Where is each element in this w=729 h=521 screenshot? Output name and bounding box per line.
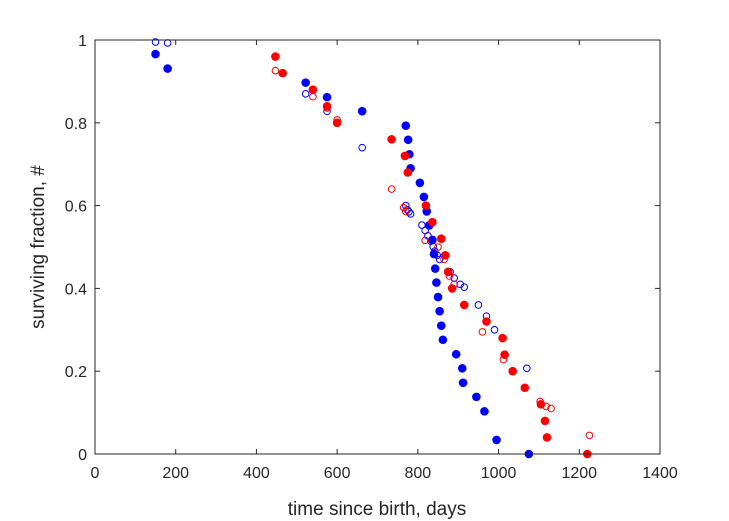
axis-ticks: 0 200 400 600 800 1000 1200 1400 0 0.2 0.4 0.6 0.8 1 — [65, 33, 678, 482]
data-point-s3-15 — [542, 402, 550, 411]
data-point-s0-19 — [436, 321, 446, 330]
data-point-s1-0 — [151, 38, 160, 46]
data-point-s3-5 — [399, 203, 408, 212]
data-point-s1-7 — [405, 208, 413, 216]
data-point-s1-4 — [358, 143, 366, 152]
data-point-s3-9 — [440, 255, 448, 264]
data-point-s1-8 — [406, 210, 415, 218]
data-point-s0-18 — [435, 306, 444, 316]
data-point-s2-17 — [500, 350, 509, 359]
data-point-s0-1 — [163, 64, 172, 73]
data-point-s3-1 — [309, 92, 317, 101]
y-tick-label-1: 0.2 — [65, 364, 87, 381]
data-point-s3-16 — [547, 404, 555, 413]
data-point-s3-11 — [450, 280, 458, 289]
y-tick-label-3: 0.6 — [65, 199, 87, 216]
data-point-s1-15 — [433, 251, 442, 260]
data-point-s3-14 — [536, 397, 544, 406]
data-point-s2-15 — [482, 317, 491, 326]
x-tick-label-0: 0 — [91, 465, 100, 482]
data-point-s3-4 — [387, 185, 396, 193]
data-point-s0-10 — [419, 192, 429, 202]
data-point-s1-23 — [490, 326, 499, 334]
data-point-s3-10 — [445, 272, 454, 280]
data-point-s2-22 — [542, 433, 552, 442]
data-point-s0-24 — [472, 392, 481, 402]
data-point-s2-14 — [459, 300, 469, 310]
plot-area — [95, 40, 660, 454]
data-point-s3-0 — [271, 66, 280, 75]
data-point-s1-16 — [435, 255, 444, 264]
data-point-s2-11 — [441, 250, 450, 260]
x-tick-label-2: 400 — [243, 465, 270, 482]
data-point-s2-8 — [421, 201, 431, 210]
data-point-s3-6 — [401, 207, 410, 216]
data-point-s2-18 — [508, 366, 517, 376]
data-point-s0-22 — [457, 364, 467, 373]
x-tick-label-4: 800 — [405, 465, 432, 482]
y-tick-label-2: 0.4 — [65, 281, 87, 298]
y-axis-label: surviving fraction, # — [28, 165, 49, 329]
y-tick-label-4: 0.8 — [65, 116, 87, 133]
data-point-s0-4 — [357, 106, 367, 116]
data-point-s3-8 — [434, 243, 442, 251]
data-point-s1-9 — [418, 221, 426, 229]
data-point-s2-2 — [308, 85, 318, 94]
data-point-s2-12 — [443, 267, 453, 277]
data-point-s3-13 — [499, 355, 508, 364]
x-axis-label: time since birth, days — [288, 499, 466, 520]
data-point-s0-20 — [438, 335, 448, 345]
data-point-s2-16 — [498, 333, 507, 343]
data-points — [151, 38, 594, 459]
data-point-s0-6 — [403, 135, 413, 145]
data-point-s0-5 — [401, 121, 411, 130]
x-tick-label-3: 600 — [324, 465, 351, 482]
data-point-s2-6 — [400, 151, 410, 161]
data-point-s1-5 — [401, 201, 410, 210]
x-tick-label-5: 1000 — [481, 465, 517, 482]
data-point-s2-10 — [436, 234, 446, 244]
data-point-s2-1 — [278, 68, 287, 78]
data-point-s2-13 — [447, 284, 457, 293]
x-tick-label-1: 200 — [162, 465, 189, 482]
data-point-s3-17 — [585, 431, 594, 440]
data-point-s0-3 — [322, 92, 332, 102]
data-point-s0-25 — [480, 407, 489, 416]
data-point-s2-21 — [540, 416, 550, 426]
data-point-s2-7 — [403, 168, 413, 177]
data-point-s3-7 — [421, 236, 429, 245]
data-point-s3-3 — [333, 116, 341, 124]
data-point-s3-2 — [323, 104, 331, 112]
axes-box — [94, 39, 661, 455]
y-tick-label-5: 1 — [78, 33, 87, 50]
data-point-s1-21 — [474, 301, 483, 309]
data-point-s0-26 — [492, 435, 501, 445]
data-point-s2-5 — [387, 135, 396, 144]
data-point-s2-0 — [271, 52, 280, 61]
data-point-s2-3 — [322, 101, 332, 111]
y-tick-label-0: 0 — [78, 447, 87, 464]
data-point-s0-15 — [430, 264, 440, 273]
data-point-s1-24 — [523, 364, 531, 373]
data-point-s1-13 — [429, 242, 437, 251]
x-tick-label-7: 1400 — [642, 465, 678, 482]
data-point-s3-12 — [478, 328, 487, 336]
x-tick-label-6: 1200 — [561, 465, 597, 482]
data-point-s0-9 — [415, 178, 425, 188]
data-point-s0-23 — [458, 378, 468, 388]
data-point-s0-21 — [451, 349, 461, 359]
data-point-s2-19 — [520, 383, 530, 393]
data-point-s0-17 — [433, 292, 443, 302]
data-point-s0-2 — [301, 78, 310, 87]
data-point-s0-16 — [432, 278, 441, 287]
data-point-s2-9 — [428, 217, 437, 227]
data-point-s1-20 — [460, 283, 469, 291]
data-point-s1-2 — [301, 90, 310, 98]
data-point-s0-0 — [151, 49, 160, 59]
